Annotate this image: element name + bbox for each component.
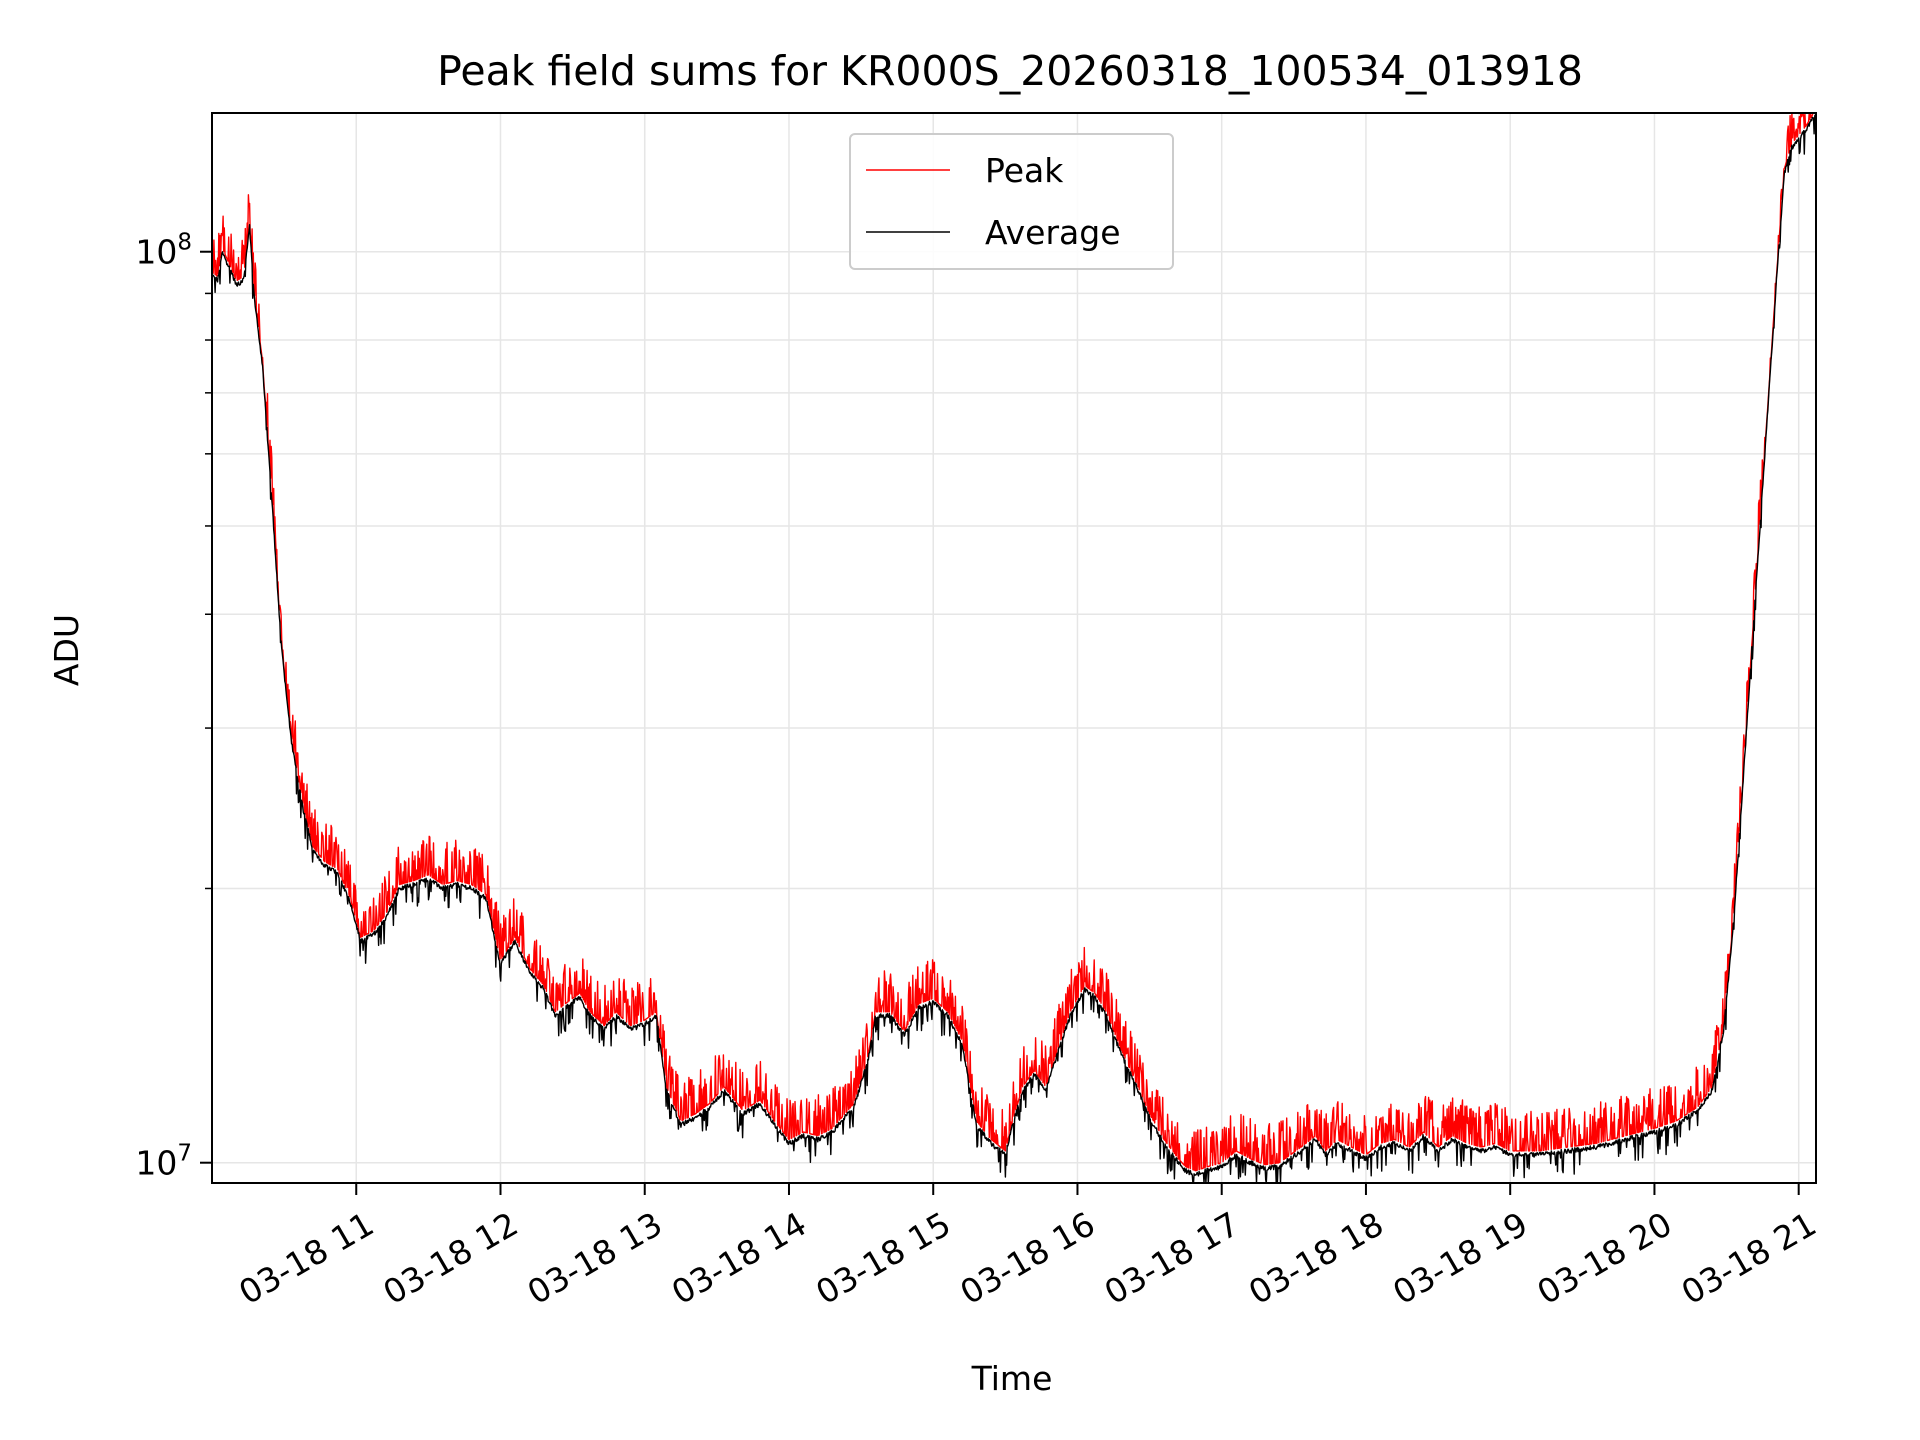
plot-frame xyxy=(211,112,1817,1184)
y-tick-label: 107 xyxy=(135,1141,192,1183)
x-tick-label: 03-18 19 xyxy=(1386,1204,1534,1312)
legend-label-peak: Peak xyxy=(985,151,1064,190)
x-tick-label: 03-18 20 xyxy=(1530,1204,1678,1312)
legend-box xyxy=(849,133,1174,270)
x-tick-label: 03-18 12 xyxy=(376,1204,524,1312)
x-tick-label: 03-18 14 xyxy=(665,1204,813,1312)
plot-series xyxy=(211,112,1817,1184)
legend-label-average: Average xyxy=(985,213,1121,252)
x-tick-label: 03-18 16 xyxy=(953,1204,1101,1312)
x-axis-label: Time xyxy=(971,1359,1053,1398)
chart-title: Peak field sums for KR000S_20260318_1005… xyxy=(437,47,1583,95)
x-tick-label: 03-18 13 xyxy=(521,1204,669,1312)
grid xyxy=(212,113,1816,1183)
legend: Peak Average xyxy=(849,133,1174,270)
x-tick-label: 03-18 17 xyxy=(1098,1204,1246,1312)
series-line-average xyxy=(211,113,1817,1184)
x-tick-label: 03-18 18 xyxy=(1242,1204,1390,1312)
y-tick-label: 108 xyxy=(135,230,192,272)
x-tick-label: 03-18 21 xyxy=(1675,1204,1823,1312)
y-axis-label: ADU xyxy=(47,614,86,686)
series-line-peak xyxy=(211,112,1817,1172)
y-axis-ticks: 107 108 xyxy=(135,230,212,1183)
x-tick-label: 03-18 11 xyxy=(232,1204,380,1312)
x-tick-label: 03-18 15 xyxy=(809,1204,957,1312)
